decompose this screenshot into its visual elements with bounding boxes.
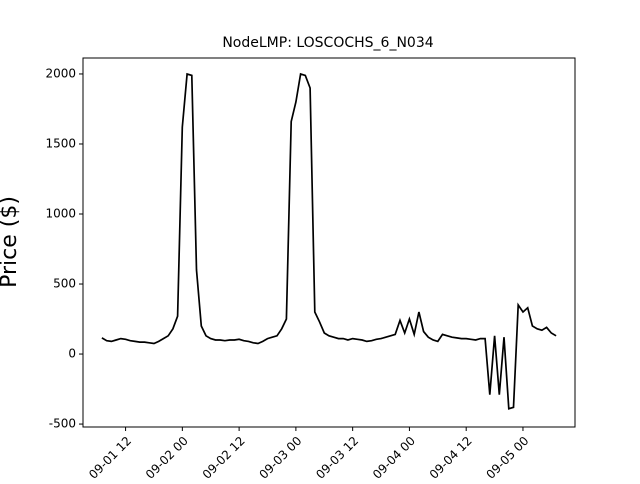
x-tick-label: 09-05 00 [484, 434, 532, 480]
y-tick-label: 500 [53, 277, 76, 291]
y-tick-label: 2000 [45, 66, 76, 80]
chart-title: NodeLMP: LOSCOCHS_6_N034 [222, 35, 433, 51]
y-tick-label: 0 [68, 347, 76, 361]
x-tick-label: 09-02 00 [143, 434, 191, 480]
x-tick-label: 09-04 12 [427, 434, 475, 480]
x-tick-label: 09-04 00 [370, 434, 418, 480]
y-tick-label: 1500 [45, 136, 76, 150]
price-line [101, 72, 557, 410]
y-tick-label: 1000 [45, 207, 76, 221]
x-tick-label: 09-03 00 [256, 434, 304, 480]
y-axis-label: Price ($) [0, 196, 22, 288]
x-tick-label: 09-03 12 [313, 434, 361, 480]
x-tick-label: 09-02 12 [200, 434, 248, 480]
plot-frame [82, 57, 576, 428]
y-tick-label: -500 [49, 417, 76, 431]
x-tick-label: 09-01 12 [86, 434, 134, 480]
